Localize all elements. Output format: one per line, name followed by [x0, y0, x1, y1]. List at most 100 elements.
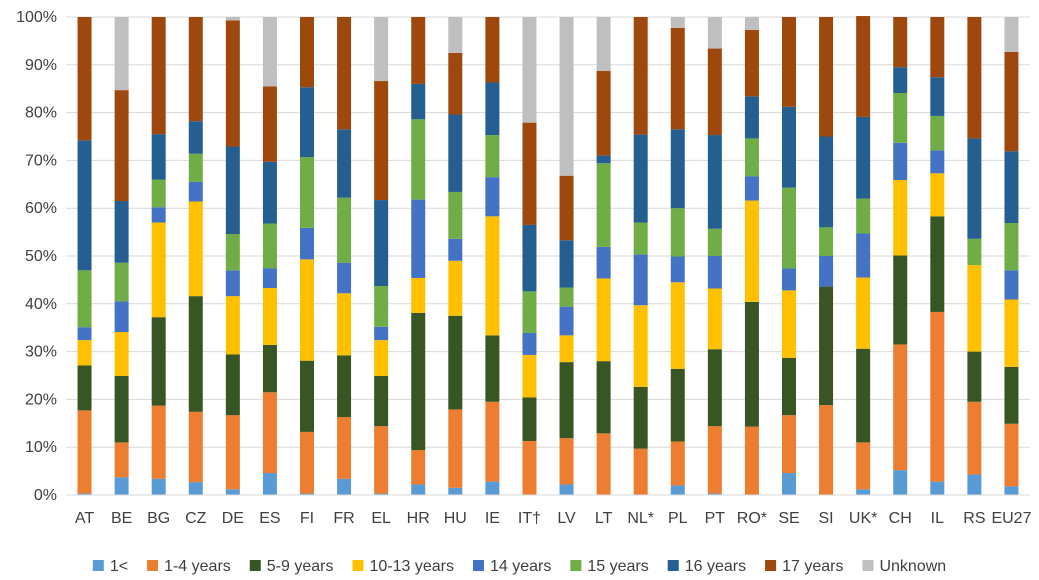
bar-segment — [225, 146, 240, 235]
bar-segment — [559, 175, 574, 241]
bar-segment — [151, 207, 166, 223]
bar-segment — [522, 122, 537, 225]
bar-segment — [151, 222, 166, 318]
bar-segment — [485, 481, 500, 495]
x-tick-label: IT† — [518, 510, 541, 527]
bar-segment — [967, 474, 982, 495]
bar-segment — [300, 431, 314, 494]
bar-segment — [522, 397, 537, 441]
bar-segment — [596, 155, 611, 164]
bar-segment — [188, 181, 203, 202]
bar-segment — [893, 344, 908, 471]
bar-segment — [485, 177, 500, 217]
bar-segment — [225, 17, 240, 21]
legend-label: 15 years — [587, 558, 648, 575]
bar-segment — [559, 335, 574, 363]
legend-item: 15 years — [570, 558, 649, 575]
bar-segment — [893, 93, 908, 143]
legend-swatch — [765, 560, 777, 571]
bar-segment — [856, 277, 871, 349]
legend-swatch — [472, 560, 484, 571]
bar-segment — [77, 140, 92, 271]
bar-segment — [188, 296, 203, 412]
bar-segment — [225, 489, 240, 495]
bar-segment — [707, 17, 722, 49]
y-tick-label: 40% — [25, 296, 57, 313]
bar-segment — [411, 312, 426, 451]
bar-segment — [1004, 423, 1019, 487]
bar-segment — [485, 17, 500, 83]
bar-segment — [374, 340, 389, 376]
bar-segment — [300, 259, 314, 361]
bar-segment — [188, 121, 203, 154]
bar-segment — [707, 48, 722, 136]
bar-segment — [411, 83, 426, 120]
bar-segment — [670, 17, 685, 28]
bar-segment — [596, 361, 611, 434]
bar-segment — [633, 134, 648, 223]
bar-segment — [559, 240, 574, 288]
bar-segment — [707, 349, 722, 427]
bar-segment — [300, 360, 314, 432]
bar-segment — [448, 487, 463, 495]
bar-segment — [225, 415, 240, 490]
bar-segment — [337, 17, 352, 130]
x-tick-label: IE — [485, 510, 500, 527]
bar-segment — [596, 246, 611, 279]
bar-segment — [522, 224, 537, 292]
bar-segment — [596, 163, 611, 247]
y-tick-label: 50% — [25, 248, 57, 265]
bar-segment — [77, 493, 92, 495]
bar-segment — [114, 477, 129, 495]
bar-segment — [77, 340, 92, 366]
legend-item: 1-4 years — [147, 558, 231, 575]
y-tick-label: 0% — [34, 487, 57, 504]
bar-segment — [930, 77, 945, 116]
x-axis: AT BE BG CZ DE ES FI FR EL HR HU IE IT† LV LT NL* PL PT RO… — [66, 494, 1032, 527]
x-tick-label: HR — [407, 510, 430, 527]
bar-segment — [77, 270, 92, 328]
bar-segment — [77, 365, 92, 411]
bar-segment — [856, 116, 871, 199]
bar-segment — [114, 375, 129, 443]
bar-segment — [744, 17, 759, 30]
x-tick-label: EU27 — [991, 510, 1031, 527]
bar-segment — [188, 201, 203, 297]
bar-segment — [225, 234, 240, 271]
bar-segment — [856, 489, 871, 495]
bar-segment — [707, 256, 722, 289]
legend-item: 10-13 years — [352, 558, 454, 575]
y-tick-label: 70% — [25, 152, 57, 169]
bar-segment — [633, 448, 648, 495]
bar-segment — [1004, 51, 1019, 152]
bar-segment — [930, 150, 945, 174]
bar-segment — [374, 326, 389, 341]
bar-segment — [670, 208, 685, 257]
bar-segment — [819, 227, 834, 256]
bar-segment — [930, 173, 945, 217]
x-tick-label: ES — [259, 510, 280, 527]
bar-segment — [744, 176, 759, 201]
x-tick-label: SI — [819, 510, 834, 527]
legend-label: 16 years — [685, 558, 746, 575]
bar-segment — [485, 82, 500, 136]
x-tick-label: LV — [557, 510, 576, 527]
bar-segment — [633, 254, 648, 306]
x-tick-label: NL* — [627, 510, 654, 527]
x-tick-label: IL — [931, 510, 944, 527]
bar-segment — [559, 17, 574, 176]
bar-segment — [819, 405, 834, 495]
bar-segment — [374, 81, 389, 201]
bar-segment — [893, 142, 908, 180]
legend-label: 10-13 years — [369, 558, 454, 575]
bar-segment — [151, 478, 166, 495]
bar-segment — [819, 286, 834, 406]
legend-label: 1< — [110, 558, 128, 575]
x-tick-label: UK* — [849, 510, 877, 527]
bar-segment — [485, 135, 500, 178]
bar-segment — [782, 187, 796, 269]
bar-segment — [744, 96, 759, 139]
bar-segment — [596, 433, 611, 495]
bar-segment — [782, 473, 796, 495]
